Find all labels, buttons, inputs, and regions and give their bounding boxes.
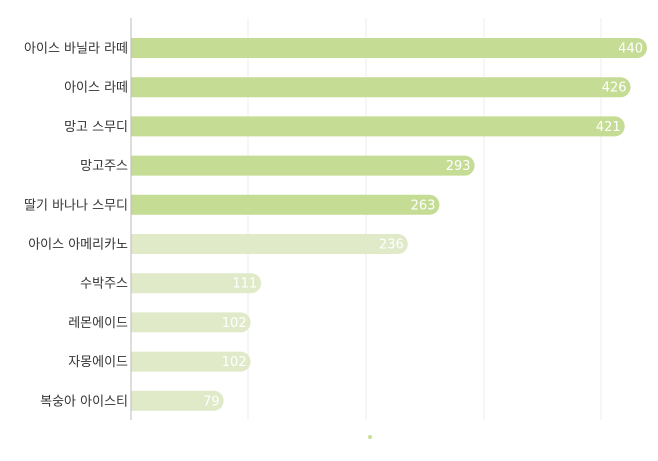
value-labels: 440 426 421 293 263 236 111 102 102 79 bbox=[203, 42, 643, 410]
category-label-3: 망고 스무디 bbox=[64, 120, 128, 135]
value-label-6: 236 bbox=[379, 238, 404, 253]
bar-5[interactable] bbox=[131, 194, 440, 215]
category-label-8: 레몬에이드 bbox=[68, 316, 128, 331]
bar-7[interactable] bbox=[131, 273, 262, 294]
bar-3[interactable] bbox=[131, 116, 625, 137]
value-label-10: 79 bbox=[203, 394, 220, 409]
bars bbox=[131, 38, 647, 411]
value-label-8: 102 bbox=[222, 316, 247, 331]
value-label-9: 102 bbox=[222, 355, 247, 370]
category-label-1: 아이스 바닐라 라떼 bbox=[24, 42, 128, 57]
category-label-7: 수박주스 bbox=[80, 277, 128, 292]
category-label-10: 복숭아 아이스티 bbox=[40, 394, 128, 409]
bar-4[interactable] bbox=[131, 155, 475, 176]
category-label-6: 아이스 아메리카노 bbox=[28, 238, 128, 253]
bar-1[interactable] bbox=[131, 38, 647, 58]
category-label-9: 자몽에이드 bbox=[68, 355, 128, 370]
category-label-5: 딸기 바나나 스무디 bbox=[24, 198, 128, 213]
value-label-5: 263 bbox=[411, 198, 436, 213]
category-label-2: 아이스 라떼 bbox=[64, 81, 128, 96]
bar-9[interactable] bbox=[131, 351, 251, 372]
bar-8[interactable] bbox=[131, 312, 251, 333]
value-label-2: 426 bbox=[602, 81, 627, 96]
value-label-1: 440 bbox=[618, 42, 643, 57]
bar-10[interactable] bbox=[131, 390, 224, 411]
bar-2[interactable] bbox=[131, 77, 631, 98]
value-label-7: 111 bbox=[232, 277, 257, 292]
bar-6[interactable] bbox=[131, 234, 408, 254]
value-label-4: 293 bbox=[446, 159, 471, 174]
legend-marker[interactable] bbox=[368, 435, 372, 439]
category-label-4: 망고주스 bbox=[80, 159, 128, 174]
value-label-3: 421 bbox=[596, 120, 621, 135]
